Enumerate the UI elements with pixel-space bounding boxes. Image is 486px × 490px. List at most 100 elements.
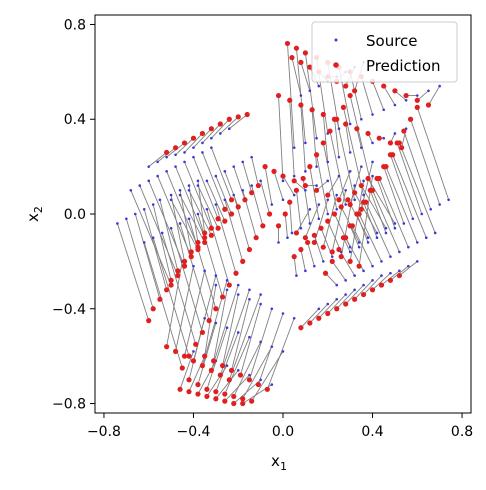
connector-line [215,204,237,274]
prediction-point [302,182,308,189]
source-point [393,132,397,135]
prediction-point [343,301,349,307]
source-point [304,189,307,192]
connector-line [318,298,338,319]
prediction-point [213,306,219,312]
connector-line [367,178,396,224]
prediction-point [186,353,192,359]
source-point [362,193,365,197]
prediction-point [327,128,333,134]
prediction-point [217,372,223,378]
prediction-point [336,197,342,203]
source-point [225,326,229,330]
connector-line [233,194,250,250]
connector-line [242,161,253,193]
connector-line [398,142,436,234]
source-point [326,179,330,183]
source-points [116,61,450,386]
prediction-point [172,145,179,151]
source-point [214,283,218,287]
source-point [317,84,321,88]
source-point [196,179,200,183]
source-point [362,179,365,183]
prediction-point [199,130,206,137]
connector-line [278,95,284,181]
source-point [227,127,231,131]
prediction-point [356,211,362,217]
source-point [415,260,419,263]
source-point [371,160,374,164]
connector-line [403,130,432,210]
prediction-point [291,178,297,184]
source-point [371,174,374,178]
source-point [225,279,229,282]
connector-line [228,294,262,380]
source-point [241,160,245,164]
connector-line [313,235,324,262]
source-point [393,226,397,230]
prediction-point [378,282,385,288]
prediction-point [235,114,241,120]
source-point [344,203,347,206]
source-point [259,340,262,344]
connector-line [224,199,244,262]
connector-line [233,166,246,200]
prediction-point [199,363,206,369]
prediction-point [190,358,197,364]
connector-line [184,270,206,357]
source-point [133,212,137,216]
connector-line [372,272,391,291]
prediction-point [211,358,217,364]
source-point [360,146,363,149]
connector-line [273,171,284,200]
x-tick-label: −0.4 [176,424,210,440]
connector-line [291,57,302,96]
connector-line [231,299,250,371]
source-point [174,165,177,168]
source-point [308,222,312,225]
prediction-point [343,235,349,241]
connector-line [300,104,306,172]
source-point [203,316,206,320]
source-point [337,127,341,131]
prediction-point [181,263,188,269]
prediction-point [352,296,358,302]
source-point [142,241,146,244]
prediction-point [298,59,304,65]
prediction-point [226,116,232,122]
prediction-point [320,244,326,250]
source-point [398,269,401,273]
source-point [404,98,408,102]
connector-line [184,133,203,153]
connector-line [130,190,172,286]
prediction-point [369,287,376,293]
connector-line [304,204,320,238]
prediction-point [188,254,194,260]
connector-line [316,154,329,215]
connector-line [229,114,248,130]
connector-line [336,119,356,200]
prediction-point [202,235,208,241]
connector-line [179,351,194,390]
source-point [178,222,182,225]
source-point [360,165,363,168]
prediction-point [293,187,300,193]
connector-line [295,190,302,229]
source-point [236,369,240,372]
prediction-point [217,121,223,127]
connector-line [211,118,230,139]
connector-line [251,351,284,402]
source-point [317,217,321,221]
prediction-point [193,341,199,347]
source-point [353,198,356,202]
prediction-point [313,187,320,193]
source-point [315,184,318,187]
prediction-point [275,223,282,229]
prediction-point [289,55,295,61]
prediction-point [175,268,181,274]
source-point [292,316,296,320]
prediction-point [345,197,351,203]
source-point [375,231,379,235]
source-point [292,174,296,178]
